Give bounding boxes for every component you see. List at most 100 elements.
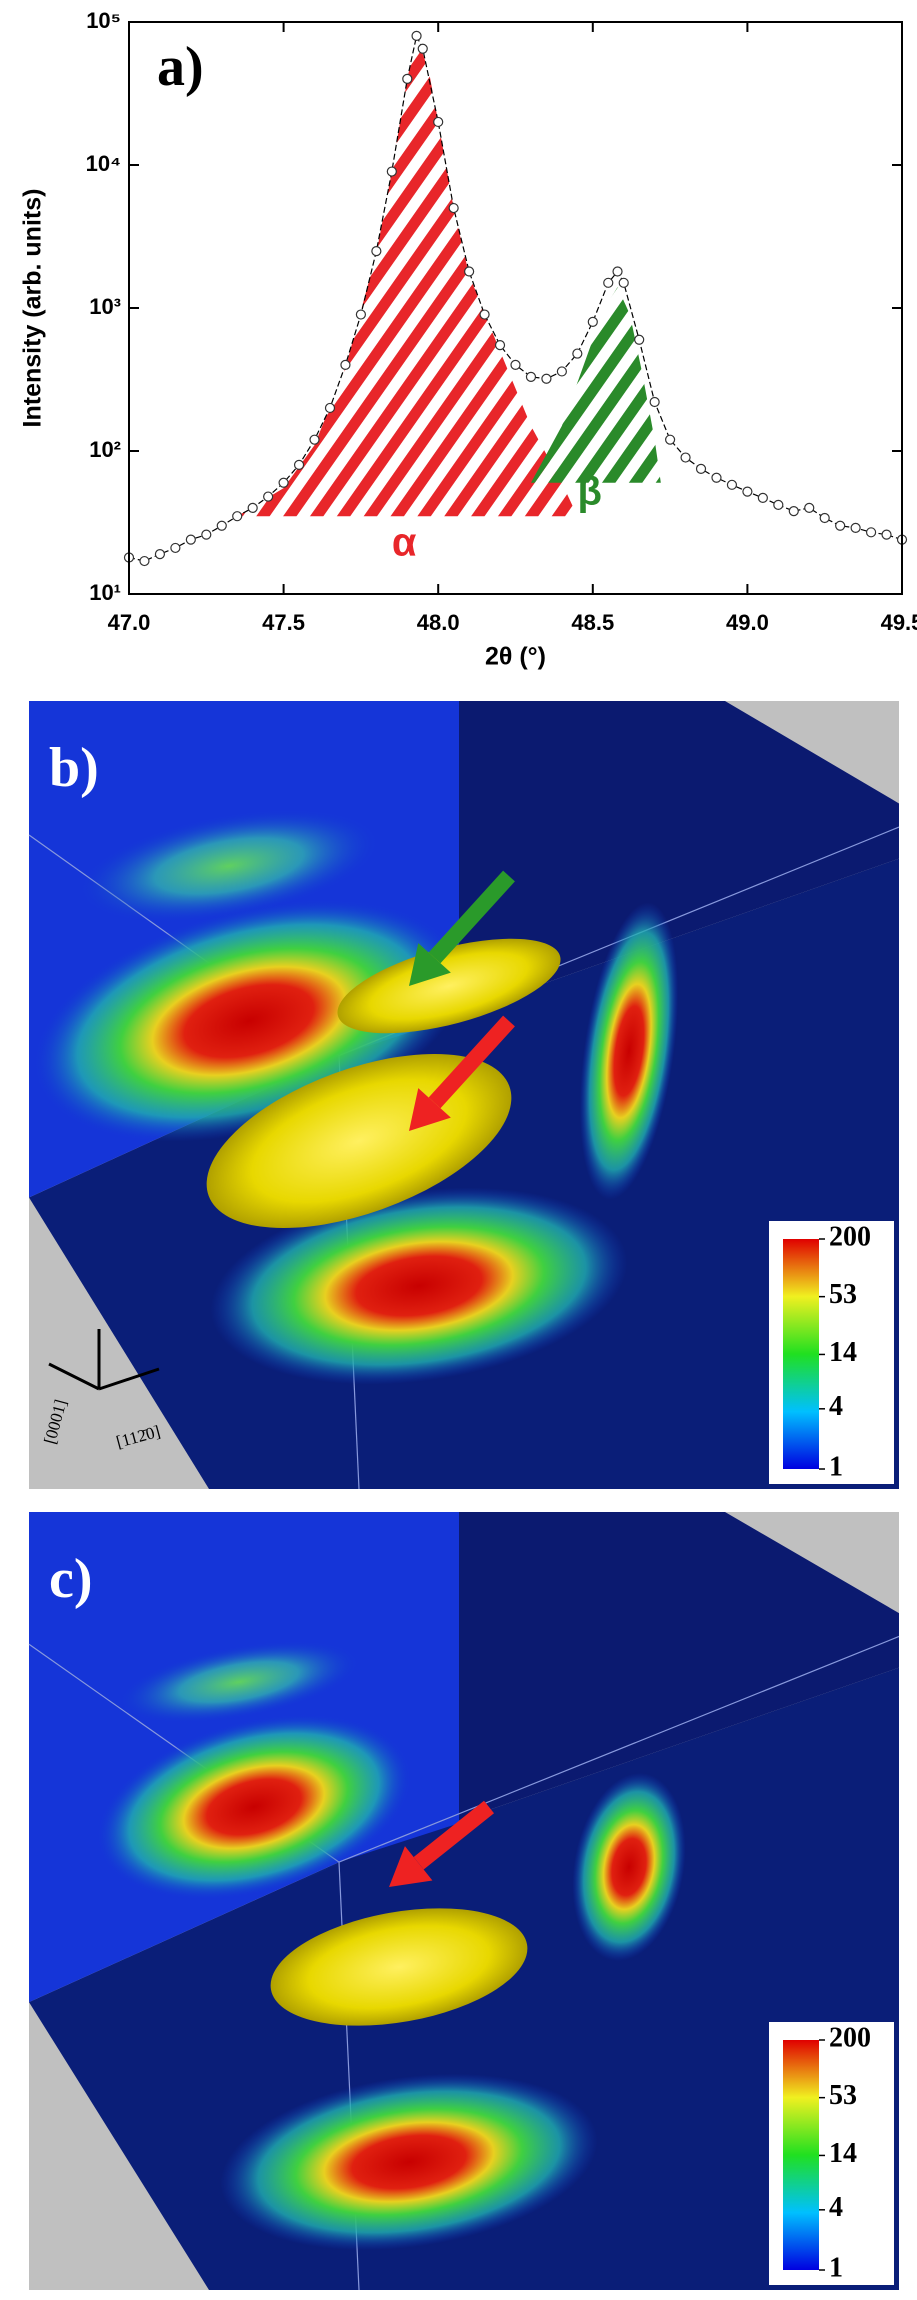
- y-tick-label: 10⁵: [86, 8, 121, 33]
- arrow-shaft: [428, 870, 515, 964]
- data-point: [479, 309, 490, 320]
- data-point: [612, 266, 623, 277]
- panel-a: α β 47.0 47.5 48.0 48.5 49.0 49.5 10¹ 10² 10³ 10⁴ 10…: [19, 8, 917, 671]
- arrow-head: [389, 1846, 433, 1887]
- y-axis-label: Intensity (arb. units): [19, 189, 47, 428]
- data-point: [788, 505, 799, 517]
- data-point: [494, 340, 506, 351]
- data-point: [417, 43, 428, 54]
- data-point: [556, 366, 567, 377]
- data-point: [170, 542, 181, 554]
- colorbar-label: 1: [829, 2252, 843, 2283]
- colorbar-label: 200: [829, 2022, 871, 2053]
- data-point: [587, 316, 598, 327]
- fit-area: [237, 35, 578, 517]
- data-point: [386, 166, 397, 177]
- intensity-blob: [120, 1641, 358, 1723]
- data-point: [680, 452, 691, 463]
- y-tick-label: 10²: [89, 437, 121, 462]
- data-point: [742, 486, 753, 497]
- data-point: [154, 549, 166, 560]
- intensity-blob: [579, 902, 679, 1200]
- data-point: [139, 555, 150, 567]
- data-point: [247, 502, 258, 514]
- intensity-blob: [220, 2073, 598, 2251]
- colorbar: [783, 1239, 819, 1469]
- right-wall: [339, 1512, 899, 1863]
- data-point: [603, 277, 614, 288]
- data-point: [695, 463, 707, 474]
- data-point: [726, 479, 738, 490]
- data-point: [757, 492, 768, 503]
- data-point: [541, 373, 552, 384]
- colorbar-label: 14: [829, 2138, 857, 2169]
- colorbar-label: 1: [829, 1451, 843, 1482]
- data-point: [525, 371, 537, 382]
- panel-c: c) 200 53 14 4 1: [28, 1512, 900, 2291]
- colorbar-label: 53: [829, 1279, 857, 1310]
- data-point: [773, 499, 784, 510]
- data-point: [324, 402, 336, 414]
- data-point: [293, 459, 305, 470]
- fit-label: β: [577, 470, 601, 514]
- x-tick-label: 47.0: [108, 610, 151, 635]
- colorbar-label: 200: [829, 1221, 871, 1252]
- colorbar-label: 4: [829, 1391, 843, 1422]
- arrow-shaft: [413, 1800, 494, 1870]
- panel-label: a): [157, 36, 204, 98]
- colorbar-label: 53: [829, 2080, 857, 2111]
- data-point: [278, 477, 289, 488]
- data-point: [819, 512, 830, 524]
- panel-label: b): [49, 737, 99, 799]
- data-point: [664, 434, 676, 445]
- fit-area: [530, 287, 661, 483]
- data-point: [263, 491, 274, 502]
- data-point: [340, 359, 351, 371]
- data-point: [402, 73, 413, 85]
- data-point: [835, 520, 846, 531]
- data-point: [355, 309, 366, 320]
- x-tick-label: 48.5: [571, 610, 614, 635]
- arrow-head: [409, 1088, 451, 1131]
- colorbar-label: 4: [829, 2192, 843, 2223]
- intensity-blob: [97, 1715, 411, 1899]
- data-point: [464, 266, 475, 277]
- intensity-blob: [572, 1772, 686, 1962]
- data-point: [804, 502, 815, 514]
- data-point: [201, 529, 212, 540]
- data-point: [411, 30, 422, 41]
- intensity-blob: [81, 810, 377, 922]
- data-point: [309, 434, 320, 445]
- arrow-head: [409, 943, 451, 986]
- colorbar-label: 14: [829, 1337, 857, 1368]
- data-point: [865, 527, 877, 538]
- data-point: [216, 520, 227, 531]
- data-point: [232, 511, 243, 522]
- intensity-blob: [210, 1187, 628, 1385]
- data-point: [649, 396, 660, 408]
- data-point: [185, 534, 196, 545]
- colorbar: [783, 2040, 819, 2270]
- data-point: [448, 202, 459, 214]
- x-axis-label: 2θ (°): [485, 643, 546, 671]
- map-view: c) 200 53 14 4 1: [28, 1512, 900, 2291]
- data-point: [510, 359, 521, 371]
- x-tick-label: 48.0: [417, 610, 460, 635]
- data-point: [850, 522, 861, 533]
- y-tick-label: 10³: [89, 294, 121, 319]
- data-point: [881, 529, 892, 540]
- intensity-blob: [337, 938, 561, 1034]
- y-tick-label: 10⁴: [86, 151, 121, 176]
- data-point: [572, 348, 583, 359]
- data-point: [371, 245, 382, 257]
- intensity-blob: [270, 1908, 528, 2026]
- fit-label: α: [392, 521, 417, 565]
- axes-glyph: [48, 1329, 160, 1391]
- data-point: [711, 472, 722, 483]
- x-tick-label: 47.5: [262, 610, 305, 635]
- x-tick-label: 49.0: [726, 610, 769, 635]
- data-point: [618, 277, 629, 288]
- arrow-shaft: [428, 1015, 515, 1109]
